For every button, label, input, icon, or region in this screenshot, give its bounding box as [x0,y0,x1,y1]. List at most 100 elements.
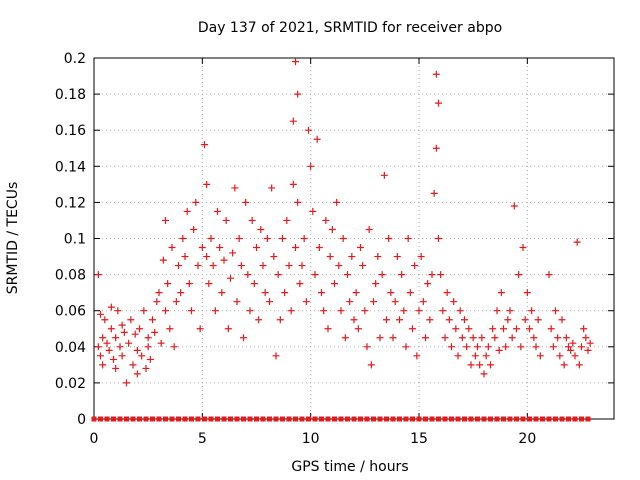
data-point [283,216,291,224]
data-point [571,352,579,360]
zero-point [364,416,370,422]
zero-point [104,416,110,422]
zero-point [234,416,240,422]
data-point [216,244,224,252]
data-point [157,339,165,347]
data-point [474,343,481,351]
data-point [376,334,384,342]
data-point [198,244,206,252]
data-point [166,325,174,333]
zero-point [150,416,155,422]
zero-point [351,416,357,422]
data-point [428,271,436,279]
zero-point [436,416,441,422]
data-point [94,343,102,351]
zero-point [254,416,259,422]
data-point [500,325,507,333]
zero-point [566,416,571,422]
zero-point [377,416,383,422]
data-point [450,298,458,306]
data-point [289,180,297,188]
data-point [300,235,308,242]
data-point [552,307,559,315]
zero-point [358,416,363,422]
data-point [556,352,564,360]
data-point [344,271,351,279]
zero-point [468,416,474,422]
zero-point [143,416,149,422]
data-point [411,262,419,270]
zero-point [163,416,168,422]
y-tick-label: 0.1 [64,232,86,248]
data-point [504,316,512,324]
data-point [337,307,345,315]
data-point [136,325,143,333]
data-point [292,58,299,66]
data-point [456,307,464,315]
data-point [114,307,122,315]
data-point [192,198,200,206]
data-point [201,141,208,149]
data-point [339,235,347,242]
data-point [168,244,176,252]
data-point [441,334,449,342]
zero-point [325,416,331,422]
zero-point [462,416,467,422]
zero-point [208,416,214,422]
y-tick-label: 0.16 [55,123,86,139]
zero-point [299,416,305,422]
data-point [547,325,555,333]
data-point [107,325,115,333]
data-point [268,184,276,192]
data-point [99,361,107,369]
x-tick-label: 5 [198,431,207,447]
data-point [430,189,438,197]
zero-point [202,416,207,422]
data-point [439,307,447,315]
data-point [144,343,152,351]
zero-point [332,416,337,422]
data-point [404,235,412,242]
data-point [359,262,367,270]
data-point [207,235,215,242]
data-point [461,316,468,324]
x-tick-label: 15 [410,431,428,447]
zero-point [585,416,591,422]
zero-point [338,416,344,422]
data-point [203,180,211,188]
data-point [322,216,330,224]
data-point [493,307,501,315]
data-point [502,343,510,351]
data-point [506,307,514,315]
data-point [248,216,256,224]
data-point [558,316,566,324]
zero-point [507,416,513,422]
zero-point [247,416,253,422]
data-point [484,343,492,351]
data-point [203,253,211,261]
data-point [435,99,442,107]
zero-point [312,416,318,422]
data-point [133,370,141,378]
data-point [560,361,568,369]
data-point [554,334,562,342]
data-point [270,253,278,261]
data-point [341,334,349,342]
data-point [489,325,497,333]
data-point [333,198,341,206]
chart-title: Day 137 of 2021, SRMTID for receiver abp… [198,20,502,36]
data-point [385,235,393,242]
data-point [224,325,232,333]
zero-point [156,416,162,422]
x-axis-label: GPS time / hours [291,459,408,475]
data-point [532,343,540,351]
y-tick-label: 0 [77,412,86,428]
zero-point [371,416,376,422]
y-tick-label: 0.04 [55,340,86,356]
data-point [482,352,490,360]
zero-point [572,416,578,422]
data-point [519,244,527,252]
data-point [328,225,336,233]
data-point [357,244,364,252]
zero-point [403,416,409,422]
